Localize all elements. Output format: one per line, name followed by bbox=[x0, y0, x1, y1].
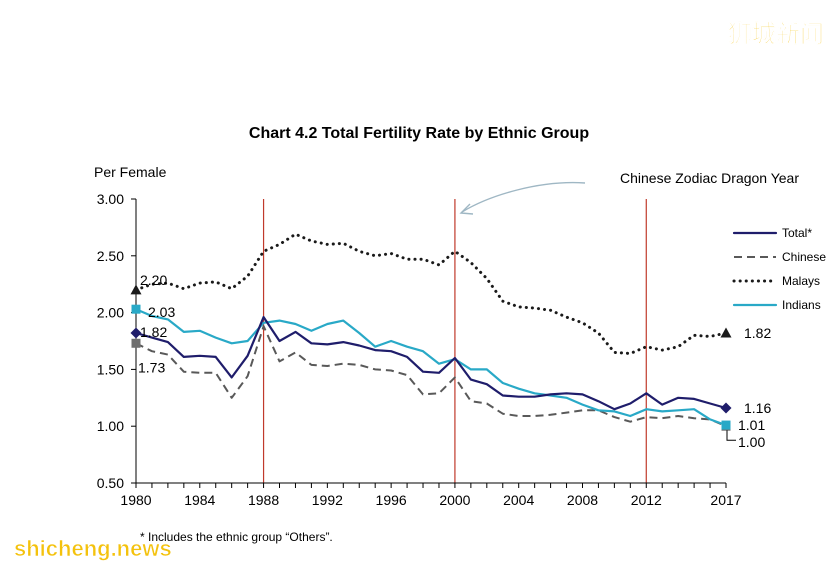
end-marker-total bbox=[720, 402, 732, 414]
legend-label-chinese: Chinese bbox=[782, 250, 826, 264]
chart-title: Chart 4.2 Total Fertility Rate by Ethnic… bbox=[249, 125, 589, 142]
data-label-start-total: 1.82 bbox=[140, 324, 167, 340]
annotation-arrow bbox=[461, 181, 586, 213]
annotation-label: Chinese Zodiac Dragon Year bbox=[620, 170, 799, 186]
x-tick-label: 1984 bbox=[184, 492, 215, 508]
y-tick-label: 3.00 bbox=[97, 191, 124, 207]
data-label-end-chinese: 1.00 bbox=[738, 434, 765, 450]
legend-label-total: Total* bbox=[782, 226, 812, 240]
series-line-chinese bbox=[135, 325, 727, 428]
footnote: * Includes the ethnic group “Others”. bbox=[140, 530, 333, 544]
watermark-bottom: shicheng.news bbox=[14, 536, 172, 561]
data-label-end-malays: 1.82 bbox=[744, 325, 771, 341]
start-marker-indians bbox=[131, 304, 141, 314]
y-tick-label: 1.50 bbox=[97, 361, 124, 377]
series-line-malays bbox=[134, 232, 728, 355]
data-label-leader-chinese bbox=[726, 430, 736, 441]
data-label-end-total: 1.16 bbox=[744, 400, 771, 416]
end-marker-indians bbox=[721, 420, 731, 430]
data-label-end-indians: 1.01 bbox=[738, 417, 765, 433]
x-tick-label: 2004 bbox=[503, 492, 534, 508]
legend-label-malays: Malays bbox=[782, 274, 820, 288]
legend-label-indians: Indians bbox=[782, 298, 821, 312]
annotation-arrowhead bbox=[459, 203, 474, 215]
y-tick-label: 2.50 bbox=[97, 248, 124, 264]
legend: Total* Chinese Malays Indians bbox=[732, 226, 826, 312]
x-tick-label: 2012 bbox=[631, 492, 662, 508]
x-tick-label: 2008 bbox=[567, 492, 598, 508]
x-tick-label: 1988 bbox=[248, 492, 279, 508]
series-line-indians bbox=[134, 308, 728, 427]
watermark-top: 狮城新闻 bbox=[728, 20, 824, 48]
start-marker-chinese bbox=[131, 338, 141, 348]
end-marker-malays bbox=[720, 327, 732, 338]
data-label-start-indians: 2.03 bbox=[148, 304, 175, 320]
data-label-start-chinese: 1.73 bbox=[138, 359, 165, 375]
y-tick-label: 1.00 bbox=[97, 418, 124, 434]
y-axis-label: Per Female bbox=[94, 164, 167, 180]
x-tick-label: 1992 bbox=[312, 492, 343, 508]
y-tick-label: 2.00 bbox=[97, 305, 124, 321]
x-tick-label: 2017 bbox=[710, 492, 741, 508]
x-tick-label: 1980 bbox=[120, 492, 151, 508]
data-label-start-malays: 2.20 bbox=[140, 272, 167, 288]
x-tick-label: 1996 bbox=[376, 492, 407, 508]
start-marker-total bbox=[130, 327, 142, 339]
start-marker-malays bbox=[130, 284, 142, 295]
series-line-total bbox=[134, 316, 728, 411]
x-tick-label: 2000 bbox=[439, 492, 470, 508]
y-tick-label: 0.50 bbox=[97, 475, 124, 491]
